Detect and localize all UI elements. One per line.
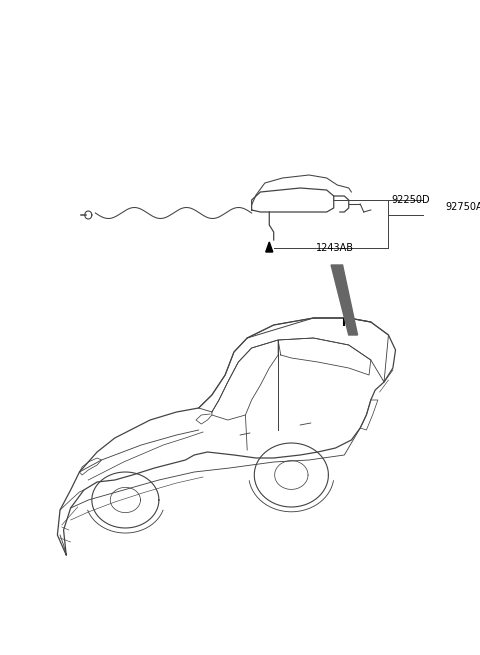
Text: 92750A: 92750A bbox=[445, 202, 480, 212]
Text: 92250D: 92250D bbox=[391, 195, 430, 205]
Polygon shape bbox=[331, 265, 358, 335]
Polygon shape bbox=[266, 242, 273, 252]
Text: 1243AB: 1243AB bbox=[316, 243, 354, 253]
